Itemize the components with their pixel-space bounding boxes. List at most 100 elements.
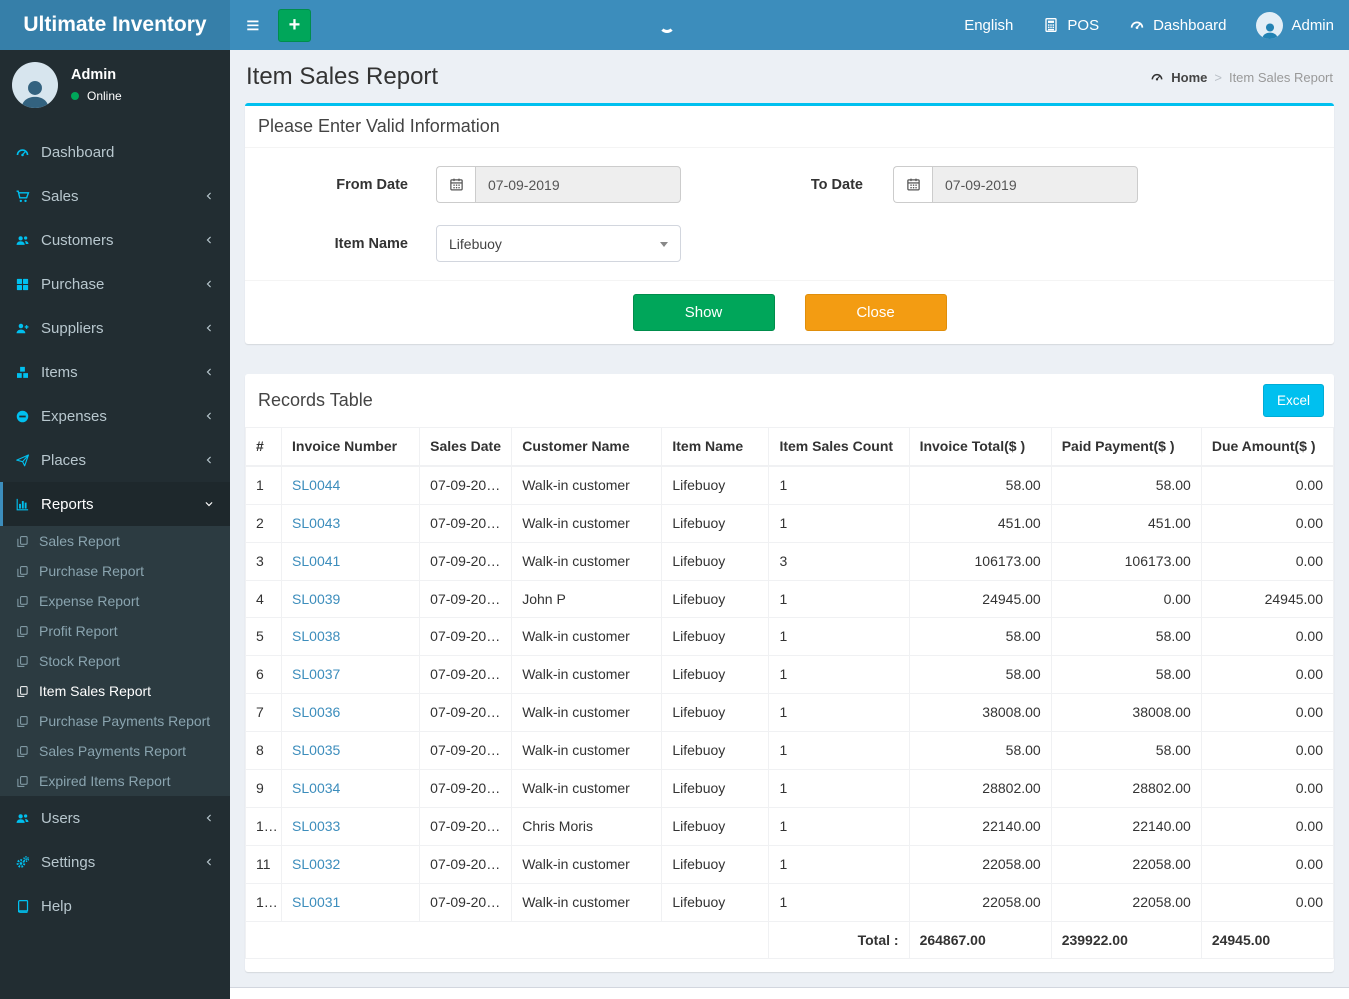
records-box-header: Records Table Excel xyxy=(245,374,1334,427)
cell-count: 1 xyxy=(768,693,910,733)
invoice-link[interactable]: SL0036 xyxy=(292,704,341,721)
submenu-item-stock-report[interactable]: Stock Report xyxy=(0,646,230,676)
submenu-item-sales-report[interactable]: Sales Report xyxy=(0,526,230,556)
person-icon xyxy=(16,75,54,108)
cell-sn: 11 xyxy=(244,844,283,884)
cell-paid: 22058.00 xyxy=(1050,844,1202,884)
content-header: Item Sales Report Home > Item Sales Repo… xyxy=(230,50,1349,103)
sidebar-item-suppliers[interactable]: Suppliers xyxy=(0,306,230,350)
filter-form: From Date To Date xyxy=(245,148,1334,280)
from-date-label: From Date xyxy=(336,176,408,193)
invoice-link[interactable]: SL0031 xyxy=(292,893,341,910)
excel-export-button[interactable]: Excel xyxy=(1262,384,1324,417)
nav-pos[interactable]: POS xyxy=(1028,0,1114,50)
column-header: Customer Name xyxy=(511,426,663,467)
cell-sales-date: 07-09-2019 xyxy=(419,465,513,505)
cell-sn: 8 xyxy=(244,731,283,771)
cell-sales-date: 07-09-2019 xyxy=(419,806,513,846)
sidebar-item-dashboard[interactable]: Dashboard xyxy=(0,130,230,174)
chevron-left-icon xyxy=(203,366,215,378)
cell-due: 0.00 xyxy=(1200,844,1335,884)
invoice-link[interactable]: SL0033 xyxy=(292,817,341,834)
nav-user-menu[interactable]: Admin xyxy=(1241,0,1349,50)
cell-item: Lifebuoy xyxy=(661,769,770,808)
cell-count: 1 xyxy=(768,844,910,884)
users-icon xyxy=(15,811,30,826)
submenu-item-label: Sales Report xyxy=(39,533,120,549)
sidebar-item-label: Expenses xyxy=(41,407,107,425)
sidebar-item-purchase[interactable]: Purchase xyxy=(0,262,230,306)
submenu-item-purchase-payments-report[interactable]: Purchase Payments Report xyxy=(0,706,230,736)
submenu-item-label: Item Sales Report xyxy=(39,683,152,699)
cell-count: 1 xyxy=(768,617,910,657)
quick-add-button[interactable]: + xyxy=(278,8,311,42)
invoice-link[interactable]: SL0044 xyxy=(292,476,341,493)
reports-submenu-holder: Sales Report Purchase Report Expense Rep… xyxy=(0,526,230,796)
show-button[interactable]: Show xyxy=(632,294,775,331)
sidebar-item-reports[interactable]: Reports xyxy=(0,482,230,526)
cell-sn: 1 xyxy=(244,465,283,505)
table-row: 2 SL0043 07-09-2019 Walk-in customer Lif… xyxy=(244,503,1335,543)
submenu-item-profit-report[interactable]: Profit Report xyxy=(0,616,230,646)
chevron-left-icon xyxy=(203,190,215,202)
nav-language[interactable]: English xyxy=(949,0,1028,50)
sidebar-toggle-icon[interactable]: ≡ xyxy=(246,11,260,38)
submenu-item-item-sales-report[interactable]: Item Sales Report xyxy=(0,676,230,706)
invoice-link[interactable]: SL0032 xyxy=(292,855,341,872)
cell-paid: 22140.00 xyxy=(1050,806,1202,846)
sidebar-item-users[interactable]: Users xyxy=(0,796,230,840)
cell-customer: Walk-in customer xyxy=(511,465,663,505)
invoice-link[interactable]: SL0039 xyxy=(292,590,341,607)
sidebar-item-items[interactable]: Items xyxy=(0,350,230,394)
online-status-dot xyxy=(71,92,79,100)
item-name-select[interactable]: Lifebuoy xyxy=(436,225,681,262)
invoice-link[interactable]: SL0035 xyxy=(292,742,341,759)
cell-due: 0.00 xyxy=(1200,465,1335,505)
sidebar-item-expenses[interactable]: Expenses xyxy=(0,394,230,438)
total-row: Total : 264867.00 239922.00 24945.00 xyxy=(244,920,1335,960)
invoice-link[interactable]: SL0041 xyxy=(292,552,341,569)
book-icon xyxy=(15,899,30,914)
table-row: 8 SL0035 07-09-2019 Walk-in customer Lif… xyxy=(244,731,1335,771)
from-date-input[interactable] xyxy=(475,166,681,203)
sidebar-item-customers[interactable]: Customers xyxy=(0,218,230,262)
close-button[interactable]: Close xyxy=(804,294,947,331)
submenu-item-expense-report[interactable]: Expense Report xyxy=(0,586,230,616)
sidebar-item-sales[interactable]: Sales xyxy=(0,174,230,218)
table-row: 4 SL0039 07-09-2019 John P Lifebuoy 1 24… xyxy=(244,579,1335,619)
submenu-item-sales-payments-report[interactable]: Sales Payments Report xyxy=(0,736,230,766)
records-table-head: # Invoice Number Sales Date Customer Nam… xyxy=(244,426,1335,467)
sidebar-user-info: Admin Online xyxy=(71,67,122,103)
invoice-link[interactable]: SL0034 xyxy=(292,780,341,797)
submenu-item-purchase-report[interactable]: Purchase Report xyxy=(0,556,230,586)
breadcrumb-home[interactable]: Home xyxy=(1171,69,1208,85)
cell-due: 0.00 xyxy=(1200,882,1335,922)
sidebar-item-help[interactable]: Help xyxy=(0,884,230,928)
invoice-link[interactable]: SL0037 xyxy=(292,666,341,683)
nav-dashboard[interactable]: Dashboard xyxy=(1114,0,1241,50)
cell-invoice: SL0044 xyxy=(281,465,421,505)
sidebar-item-settings[interactable]: Settings xyxy=(0,840,230,884)
grid-icon xyxy=(15,277,30,292)
submenu-item-label: Expired Items Report xyxy=(39,773,171,789)
cell-count: 1 xyxy=(768,655,910,695)
to-date-input[interactable] xyxy=(932,166,1138,203)
table-row: 5 SL0038 07-09-2019 Walk-in customer Lif… xyxy=(244,617,1335,657)
cell-invoice-total: 106173.00 xyxy=(908,541,1052,581)
cell-customer: Walk-in customer xyxy=(511,882,663,922)
submenu-item-expired-items-report[interactable]: Expired Items Report xyxy=(0,766,230,796)
online-status-label: Online xyxy=(87,89,122,103)
cell-invoice: SL0036 xyxy=(281,693,421,733)
invoice-link[interactable]: SL0043 xyxy=(292,514,341,531)
sidebar-item-places[interactable]: Places xyxy=(0,438,230,482)
to-date-group xyxy=(893,166,1138,203)
calendar-icon xyxy=(449,177,464,192)
cell-due: 24945.00 xyxy=(1200,579,1335,619)
invoice-link[interactable]: SL0038 xyxy=(292,628,341,645)
brand-logo[interactable]: Ultimate Inventory xyxy=(0,0,230,50)
cell-paid: 106173.00 xyxy=(1050,541,1202,581)
filter-actions: Show Close xyxy=(245,280,1334,344)
total-paid: 239922.00 xyxy=(1050,920,1202,960)
cell-sales-date: 07-09-2019 xyxy=(419,541,513,581)
cell-invoice: SL0032 xyxy=(281,844,421,884)
